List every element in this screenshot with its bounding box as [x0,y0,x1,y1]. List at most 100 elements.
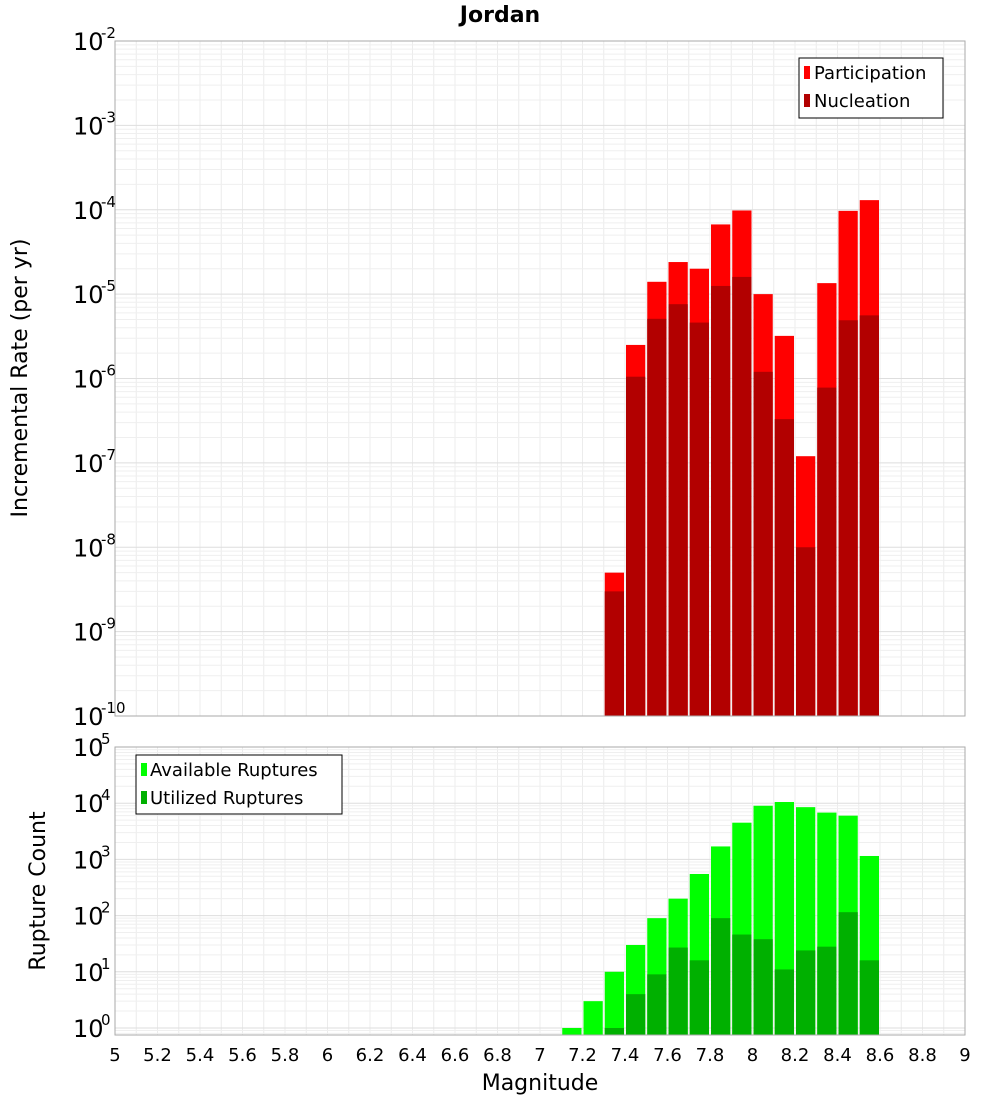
y-tick-label: 10 [73,366,104,394]
top-series-1-bar [817,387,837,716]
y-tick-label: 10 [73,846,104,874]
x-tick-label: 9 [959,1045,970,1066]
y-tick-exponent: 5 [101,730,111,748]
bottom-series-1-bar [626,994,646,1035]
y-tick-label: 10 [73,534,104,562]
top-series-1-bar [626,376,646,716]
bottom-series-0-bar [562,1027,582,1035]
top-bars [604,200,879,717]
bottom-series-1-bar [859,960,879,1035]
top-y-ticks: 10-210-310-410-510-610-710-810-910-10 [73,24,126,731]
y-tick-exponent: -8 [101,530,116,548]
bottom-legend-box [135,754,343,815]
top-series-1-bar [711,285,731,716]
legend-nucleation-label: Nucleation [814,91,910,112]
y-tick-label: 10 [73,1015,104,1043]
y-tick-exponent: -6 [101,362,116,380]
x-tick-label: 5 [109,1045,120,1066]
top-series-1-bar [774,419,794,716]
x-tick-label: 7.8 [696,1045,725,1066]
y-tick-exponent: 1 [101,955,111,973]
y-tick-label: 10 [73,959,104,987]
top-series-1-bar [838,320,858,716]
top-series-1-bar [859,315,879,716]
top-series-1-bar [689,322,709,716]
x-tick-label: 7.2 [568,1045,597,1066]
x-tick-labels: 5 5.2 5.4 5.6 5.8 6 6.2 6.4 6.6 6.8 7 7.2 7.4 7.6 7.8 8… [109,1045,970,1066]
y-tick-exponent: -4 [101,193,116,211]
x-tick-label: 5.4 [186,1045,215,1066]
bottom-series-1-bar [668,947,688,1035]
x-tick-label: 8.8 [908,1045,937,1066]
x-tick-label: 8.4 [823,1045,852,1066]
y-tick-label: 10 [73,112,104,140]
y-tick-label: 10 [73,281,104,309]
x-tick-label: 5.8 [271,1045,300,1066]
bottom-series-1-bar [817,946,837,1035]
y-tick-exponent: 3 [101,842,111,860]
x-tick-label: 8.6 [866,1045,895,1066]
y-tick-label: 10 [73,903,104,931]
y-tick-exponent: -9 [101,615,116,633]
x-tick-label: 5.6 [228,1045,257,1066]
top-series-1-bar [668,304,688,716]
x-tick-label: 7.6 [653,1045,682,1066]
legend-available-swatch [141,763,147,776]
top-series-1-bar [796,547,816,716]
x-tick-label: 6.8 [483,1045,512,1066]
legend-nucleation-swatch [804,94,810,107]
bottom-series-1-bar [753,939,773,1035]
y-tick-label: 10 [73,703,104,731]
x-tick-label: 8.2 [781,1045,810,1066]
x-tick-label: 6.4 [398,1045,427,1066]
chart-title: Jordan [458,3,540,28]
top-plot: 10-210-310-410-510-610-710-810-910-10 In… [8,24,966,731]
top-series-1-bar [753,371,773,716]
y-tick-exponent: -7 [101,446,116,464]
y-tick-exponent: -3 [101,108,116,126]
y-tick-label: 10 [73,197,104,225]
top-y-axis-label: Incremental Rate (per yr) [8,239,33,518]
y-tick-exponent: -10 [101,699,126,717]
legend-utilized-swatch [141,791,147,804]
legend-participation-swatch [804,66,810,79]
y-tick-exponent: 4 [101,786,111,804]
legend-participation-label: Participation [814,63,926,84]
y-tick-exponent: 0 [101,1011,111,1029]
x-tick-label: 6 [322,1045,333,1066]
legend-available-label: Available Ruptures [150,760,318,781]
y-tick-label: 10 [73,790,104,818]
bottom-y-axis-label: Rupture Count [26,811,51,971]
y-tick-label: 10 [73,619,104,647]
x-tick-label: 6.2 [356,1045,385,1066]
x-tick-label: 5.2 [143,1045,172,1066]
bottom-series-1-bar [604,1027,624,1035]
y-tick-exponent: -2 [101,24,116,42]
legend-utilized-label: Utilized Ruptures [150,788,303,809]
x-axis-label: Magnitude [482,1071,599,1096]
top-legend: Participation Nucleation [798,57,944,119]
x-tick-label: 7.4 [611,1045,640,1066]
x-tick-label: 6.6 [441,1045,470,1066]
bottom-series-1-bar [796,950,816,1035]
top-grid [114,41,966,717]
bottom-legend: Available Ruptures Utilized Ruptures [135,754,343,815]
top-series-1-bar [732,276,752,716]
bottom-series-0-bar [604,971,624,1035]
x-tick-label: 8 [747,1045,758,1066]
bottom-series-0-bar [583,1001,603,1035]
bottom-series-1-bar [711,918,731,1035]
top-legend-box [798,57,944,119]
x-tick-label: 7 [534,1045,545,1066]
top-series-1-bar [604,591,624,716]
bottom-series-1-bar [732,934,752,1035]
y-tick-label: 10 [73,450,104,478]
top-series-1-bar [647,318,667,716]
bottom-bars [562,802,879,1035]
y-tick-label: 10 [73,28,104,56]
bottom-plot-frame [114,746,966,1036]
bottom-series-1-bar [774,969,794,1035]
